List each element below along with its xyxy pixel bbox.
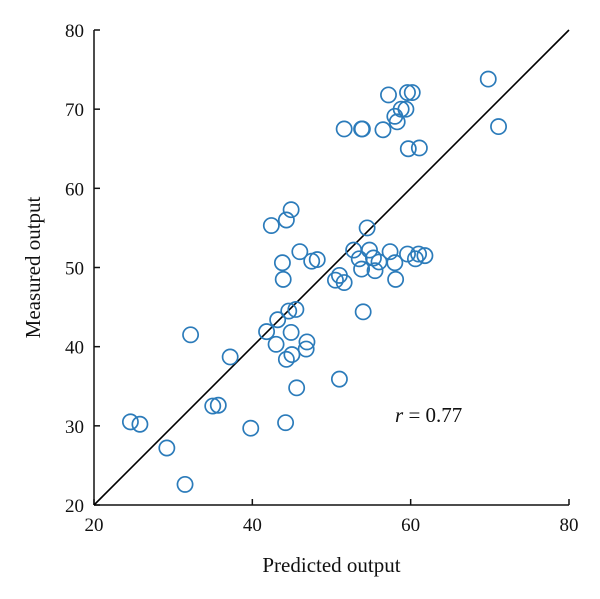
- data-point: [392, 100, 410, 118]
- data-point: [277, 211, 295, 229]
- y-tick-label: 70: [65, 100, 84, 121]
- x-axis-title: Predicted output: [262, 553, 400, 577]
- data-point: [361, 241, 378, 259]
- data-point: [182, 326, 200, 344]
- data-point: [267, 335, 285, 353]
- correlation-annotation: r = 0.77: [395, 403, 462, 427]
- data-point: [365, 249, 382, 267]
- data-point: [327, 271, 344, 289]
- identity-reference-line: [93, 29, 570, 506]
- data-point: [282, 201, 300, 219]
- data-point: [277, 350, 295, 368]
- data-point: [283, 346, 301, 364]
- correlation-symbol: r: [395, 403, 404, 427]
- data-point: [374, 121, 392, 139]
- data-point: [399, 140, 417, 158]
- y-axis-title: Measured output: [21, 196, 45, 338]
- data-point: [397, 100, 415, 118]
- x-tick-label: 40: [243, 515, 262, 536]
- data-point: [291, 243, 309, 261]
- data-point: [287, 301, 305, 318]
- data-point: [410, 139, 428, 157]
- data-point: [399, 84, 416, 101]
- y-tick-label: 40: [65, 338, 84, 359]
- data-point: [131, 415, 149, 433]
- data-point: [297, 340, 315, 358]
- data-point: [354, 303, 372, 321]
- data-point: [274, 270, 292, 288]
- data-point: [221, 348, 239, 366]
- data-point: [262, 217, 280, 234]
- x-tick-label: 20: [85, 515, 104, 536]
- data-point: [387, 270, 405, 288]
- data-point: [406, 250, 424, 268]
- data-point: [416, 247, 434, 265]
- data-points: [121, 70, 507, 493]
- x-tick-label: 80: [560, 515, 579, 536]
- data-point: [350, 250, 368, 268]
- data-point: [335, 120, 353, 138]
- data-point: [258, 323, 276, 341]
- data-point: [380, 86, 397, 104]
- x-axis-ticks: 20 40 60 80: [85, 499, 579, 536]
- plot-area: 20 40 60 80 20 30 40 50 60 70 80: [65, 21, 579, 536]
- data-point: [353, 260, 371, 278]
- data-point: [479, 70, 497, 88]
- data-point: [381, 243, 399, 261]
- data-point: [277, 414, 295, 432]
- data-point: [158, 439, 176, 457]
- y-tick-label: 80: [65, 21, 84, 42]
- x-tick-label: 60: [401, 515, 420, 536]
- data-point: [358, 219, 376, 237]
- data-point: [410, 245, 428, 263]
- y-tick-label: 30: [65, 417, 84, 438]
- data-point: [388, 113, 406, 131]
- data-point: [269, 311, 287, 329]
- data-point: [330, 370, 348, 388]
- data-point: [366, 262, 384, 280]
- data-point: [403, 84, 421, 101]
- data-point: [308, 251, 326, 269]
- data-point: [121, 413, 139, 431]
- data-point: [288, 379, 306, 397]
- data-point: [490, 118, 507, 136]
- data-point: [209, 396, 227, 414]
- y-tick-label: 20: [65, 496, 84, 517]
- y-tick-label: 60: [65, 179, 84, 200]
- data-point: [242, 419, 260, 437]
- data-point: [280, 302, 298, 320]
- data-point: [353, 120, 371, 138]
- correlation-value: = 0.77: [403, 403, 462, 427]
- data-point: [386, 254, 404, 272]
- data-point: [298, 333, 316, 351]
- y-axis-ticks: 20 30 40 50 60 70 80: [65, 21, 100, 517]
- data-point: [282, 323, 300, 341]
- data-point: [273, 254, 291, 272]
- data-point: [176, 475, 194, 493]
- data-point: [335, 274, 353, 291]
- data-point: [204, 397, 222, 415]
- y-tick-label: 50: [65, 259, 84, 280]
